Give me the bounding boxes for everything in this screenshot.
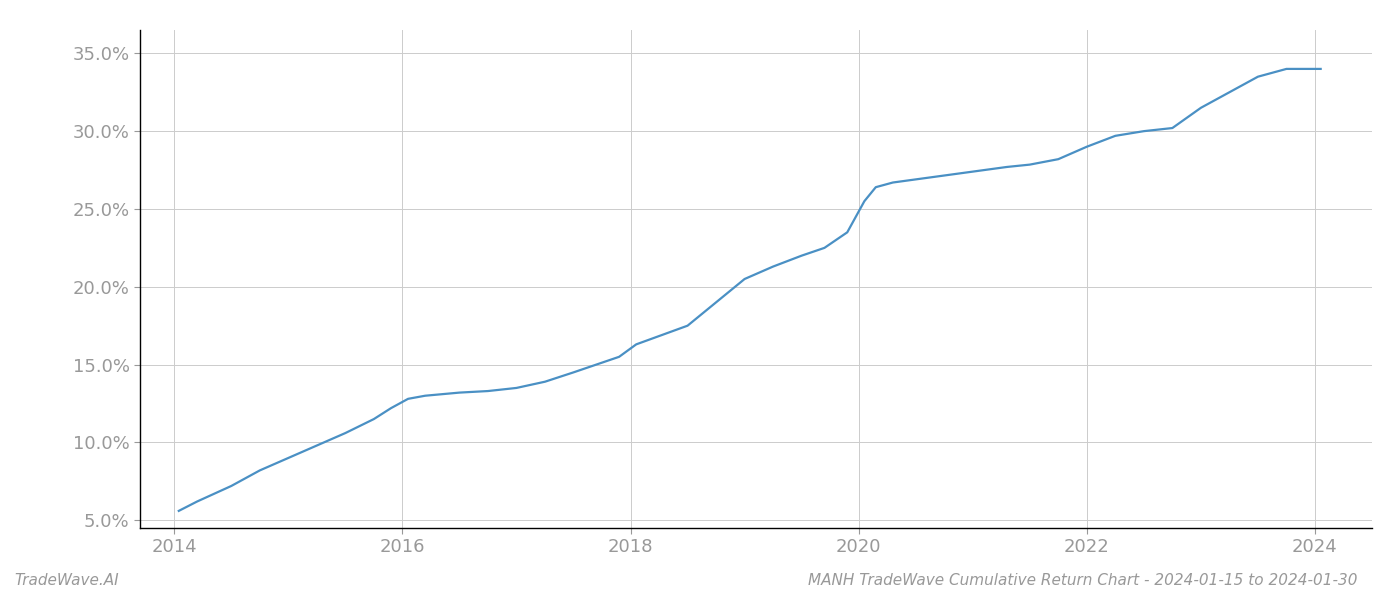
Text: MANH TradeWave Cumulative Return Chart - 2024-01-15 to 2024-01-30: MANH TradeWave Cumulative Return Chart -… (809, 573, 1358, 588)
Text: TradeWave.AI: TradeWave.AI (14, 573, 119, 588)
